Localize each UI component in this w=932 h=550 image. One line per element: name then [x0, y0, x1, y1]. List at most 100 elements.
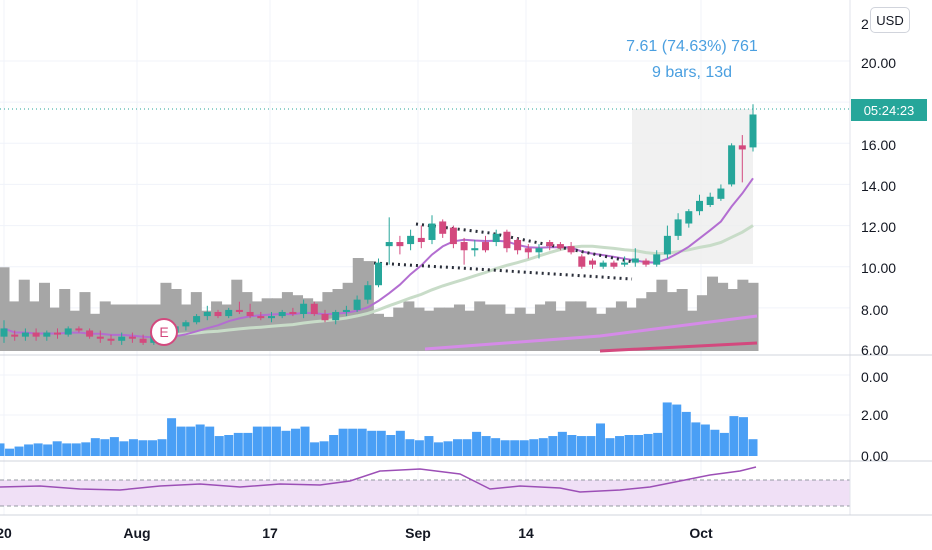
rsi-line: [0, 466, 757, 493]
price-tick: 14.00: [861, 178, 896, 194]
indicator-bar: [395, 430, 405, 456]
indicator-bar: [700, 424, 710, 456]
volume-bar: [524, 313, 536, 351]
indicator-bar: [586, 436, 596, 456]
indicator-bar: [367, 430, 377, 456]
volume-bar: [28, 301, 40, 351]
indicator-bar: [71, 443, 81, 456]
price-axis[interactable]: 2 20.00 20.00 16.00 14.00 12.00 10.00 8.…: [861, 16, 896, 358]
candle-body: [482, 242, 489, 251]
candle-body: [235, 309, 243, 312]
volume-bar: [666, 292, 678, 351]
indicator-bar: [405, 439, 415, 456]
candle-body: [225, 309, 233, 317]
currency-button[interactable]: USD: [870, 7, 910, 33]
time-axis[interactable]: 20 Aug 17 Sep 14 Oct: [0, 525, 713, 541]
indicator-bar: [491, 438, 501, 456]
candle-body: [75, 328, 83, 331]
candle-body: [738, 145, 746, 150]
candle-body: [696, 200, 703, 212]
candle-body: [11, 334, 19, 337]
price-tick: 10.00: [861, 260, 896, 276]
indicator-bar: [176, 426, 186, 456]
volume-bar: [221, 304, 233, 351]
volume-bar: [8, 301, 20, 351]
volume-bar: [484, 304, 496, 351]
volume-bar: [18, 279, 30, 351]
candle-body: [289, 311, 297, 315]
indicator-bar: [748, 439, 758, 456]
indicator-bar: [500, 440, 510, 456]
candle-body: [214, 311, 222, 317]
candle-body: [642, 260, 650, 265]
volume-bar: [443, 307, 455, 351]
volume-bar: [656, 279, 668, 351]
volume-bar: [170, 289, 182, 351]
volume-bar: [130, 304, 142, 351]
candle-body: [492, 233, 500, 243]
candle-body: [54, 332, 61, 335]
time-label: 20: [0, 525, 12, 541]
measure-bars-text: 9 bars, 13d: [651, 64, 733, 81]
price-axis-top-partial: 2: [861, 16, 869, 32]
indicator-bar: [710, 429, 720, 456]
indicator-bar: [338, 428, 348, 456]
indicator-bar: [548, 436, 558, 456]
indicator-bar: [300, 426, 310, 456]
candle-body: [471, 248, 479, 251]
volume-bar: [646, 292, 658, 351]
indicator-bar: [605, 438, 615, 456]
indicator-bar: [52, 441, 62, 456]
volume-bar: [636, 298, 648, 351]
volume-bar: [69, 310, 81, 351]
indicator-bar: [615, 436, 625, 456]
candle-body: [439, 221, 447, 234]
indicator-bar: [224, 435, 234, 456]
indicator-bar: [119, 441, 129, 456]
candle-body: [64, 328, 72, 335]
candle-body: [96, 336, 104, 339]
indicator-axis[interactable]: 0.00 2.00 0.00: [861, 369, 888, 464]
volume-bar: [302, 298, 314, 351]
candle-body: [0, 328, 8, 337]
candle-body: [278, 311, 286, 317]
time-label: Aug: [123, 525, 150, 541]
volume-bar: [474, 301, 486, 351]
time-label: 14: [518, 525, 534, 541]
volume-bar: [686, 310, 698, 351]
indicator-bar: [510, 440, 520, 456]
indicator-bar: [643, 433, 653, 456]
volume-bar: [676, 289, 688, 351]
indicator-bar: [0, 443, 5, 456]
candle-body: [728, 145, 736, 185]
candle-body: [653, 254, 661, 265]
candle-body: [332, 311, 340, 321]
volume-bar: [140, 304, 152, 351]
measure-region: [632, 109, 753, 264]
indicator-bar: [595, 423, 605, 456]
volume-bar: [261, 298, 273, 351]
volume-bar: [119, 304, 131, 351]
candle-body: [599, 262, 607, 267]
indicator-bar: [243, 432, 253, 456]
price-tick: 6.00: [861, 342, 888, 358]
candle-body: [663, 235, 671, 255]
volume-bar: [383, 316, 395, 351]
measure-change-text: 7.61 (74.63%) 761: [626, 38, 758, 55]
indicator-bar: [443, 441, 453, 456]
candle-body: [610, 262, 618, 267]
indicator-bar: [14, 446, 24, 456]
indicator-bar: [43, 444, 53, 456]
earnings-marker[interactable]: E: [150, 318, 178, 346]
indicator-bar: [109, 437, 119, 456]
indicator-bar: [433, 442, 443, 456]
volume-bar: [393, 307, 405, 351]
indicator-bar: [472, 431, 482, 456]
earnings-label: E: [159, 324, 168, 340]
indicator-bar: [653, 432, 663, 456]
candle-body: [407, 235, 415, 245]
indicator-bar: [672, 404, 682, 456]
volume-bar: [595, 313, 607, 351]
indicator-bar: [81, 442, 91, 456]
